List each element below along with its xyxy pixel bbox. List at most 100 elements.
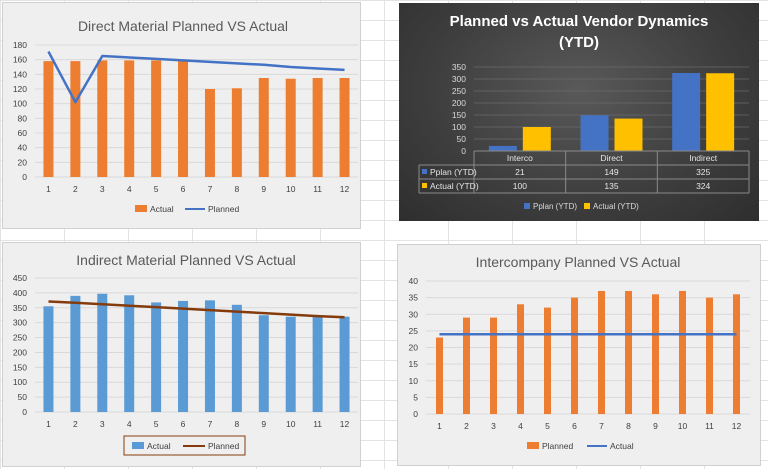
intercompany-chart[interactable]: Intercompany Planned VS Actual 0 5 10 15 20 2… <box>397 244 761 466</box>
bar-actual <box>178 300 189 412</box>
x-tick-label: 3 <box>491 421 496 431</box>
chart-grid <box>35 44 358 178</box>
x-tick-label: 2 <box>73 184 78 194</box>
line-planned <box>48 300 345 319</box>
x-tick-label: 7 <box>208 419 213 429</box>
chart-legend: Actual Planned <box>135 204 239 214</box>
bar-actual <box>312 316 323 412</box>
legend-swatch-actual <box>135 205 147 212</box>
y-ticks: 0 5 10 15 20 25 30 35 40 <box>409 276 419 419</box>
y-tick-label: 0 <box>413 409 418 419</box>
y-tick-label: 180 <box>13 40 27 50</box>
x-tick-label: 4 <box>127 419 132 429</box>
table-series-label: Pplan (YTD) <box>430 167 477 177</box>
y-ticks: 0 50 100 150 200 250 300 350 <box>452 62 466 156</box>
x-tick-label: 12 <box>340 419 350 429</box>
y-tick-label: 100 <box>452 122 466 132</box>
x-tick-label: 9 <box>261 419 266 429</box>
bar-actual <box>258 78 269 177</box>
x-ticks: 1 2 3 4 5 6 7 8 9 10 11 12 <box>437 421 741 431</box>
bar-actual <box>97 60 108 177</box>
y-tick-label: 100 <box>13 377 27 387</box>
bars <box>43 293 350 412</box>
y-tick-label: 120 <box>13 84 27 94</box>
bar-plan <box>488 145 517 151</box>
bar-planned <box>517 304 524 414</box>
x-tick-label: 11 <box>313 184 322 194</box>
y-tick-label: 40 <box>18 143 28 153</box>
legend-label-actual: Actual <box>610 441 634 451</box>
indirect-material-chart-svg: Indirect Material Planned VS Actual 0 50 1… <box>13 252 358 456</box>
table-value-cell: 100 <box>513 181 527 191</box>
x-tick-label: 10 <box>286 184 296 194</box>
table-series-label: Actual (YTD) <box>430 181 479 191</box>
vendor-dynamics-chart[interactable]: Planned vs Actual Vendor Dynamics (YTD) … <box>399 3 759 221</box>
y-tick-label: 150 <box>452 110 466 120</box>
x-tick-label: 1 <box>437 421 442 431</box>
x-tick-label: 2 <box>73 419 78 429</box>
indirect-material-chart[interactable]: Indirect Material Planned VS Actual 0 50 1… <box>2 242 361 467</box>
direct-material-chart[interactable]: Direct Material Planned VS Actual 0 20 40 6… <box>2 2 361 229</box>
table-header-cell: Interco <box>507 153 533 163</box>
line-series <box>47 51 345 104</box>
legend-label-actual: Actual <box>150 204 174 214</box>
table-value-cell: 135 <box>604 181 618 191</box>
bars <box>436 290 740 414</box>
y-ticks: 0 20 40 60 80 100 120 140 160 180 <box>13 40 27 182</box>
legend-label-planned: Planned <box>208 441 239 451</box>
x-tick-label: 6 <box>181 419 186 429</box>
table-value-cell: 21 <box>515 167 525 177</box>
x-tick-label: 7 <box>599 421 604 431</box>
y-tick-label: 80 <box>18 113 28 123</box>
bar-plan <box>580 115 609 151</box>
x-tick-label: 2 <box>464 421 469 431</box>
vendor-dynamics-chart-svg: Planned vs Actual Vendor Dynamics (YTD) … <box>418 13 750 211</box>
x-ticks: 1 2 3 4 5 6 7 8 9 10 11 12 <box>46 184 349 194</box>
bar-actual <box>70 295 81 412</box>
bar-actual <box>43 306 54 412</box>
y-tick-label: 300 <box>13 318 27 328</box>
legend-label-planned: Planned <box>542 441 573 451</box>
x-tick-label: 4 <box>127 184 132 194</box>
y-tick-label: 35 <box>409 293 419 303</box>
direct-material-chart-svg: Direct Material Planned VS Actual 0 20 40 6… <box>13 18 358 214</box>
bar-planned <box>544 307 551 414</box>
y-tick-label: 15 <box>409 359 419 369</box>
table-value-cell: 149 <box>604 167 618 177</box>
chart-grid <box>35 277 358 413</box>
x-tick-label: 3 <box>100 419 105 429</box>
y-tick-label: 350 <box>13 303 27 313</box>
bar-planned <box>598 290 605 414</box>
bar-actual <box>178 61 189 178</box>
y-tick-label: 400 <box>13 288 27 298</box>
bar-actual <box>312 78 323 177</box>
x-tick-label: 9 <box>261 184 266 194</box>
y-tick-label: 5 <box>413 392 418 402</box>
table-value-cell: 325 <box>696 167 710 177</box>
y-tick-label: 250 <box>452 86 466 96</box>
chart-title-line-2: (YTD) <box>559 34 599 51</box>
y-tick-label: 20 <box>18 157 28 167</box>
legend-box <box>123 435 246 456</box>
bar-planned <box>706 297 713 414</box>
table-header-cell: Direct <box>600 153 623 163</box>
line-planned <box>47 51 345 104</box>
bar-planned <box>463 317 470 414</box>
bar-planned <box>733 294 740 414</box>
y-tick-label: 160 <box>13 55 27 65</box>
x-tick-label: 6 <box>181 184 186 194</box>
chart-title: Indirect Material Planned VS Actual <box>76 252 295 268</box>
chart-grid <box>474 66 749 152</box>
chart-legend: Planned Actual <box>527 441 634 451</box>
x-tick-label: 5 <box>154 184 159 194</box>
x-tick-label: 8 <box>235 184 240 194</box>
x-tick-label: 10 <box>286 419 296 429</box>
x-tick-label: 9 <box>653 421 658 431</box>
bar-planned <box>571 297 578 414</box>
bar-actual <box>522 127 551 151</box>
bar-actual <box>231 88 242 177</box>
y-tick-label: 250 <box>13 333 27 343</box>
y-tick-label: 450 <box>13 273 27 283</box>
legend-label-actual: Actual (YTD) <box>593 202 639 211</box>
bar-planned <box>490 317 497 414</box>
